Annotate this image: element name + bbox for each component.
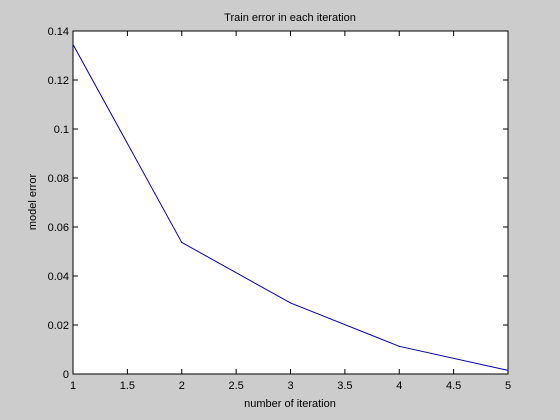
y-tick-label: 0.14 [48,26,69,38]
y-axis-label: model error [27,174,39,231]
y-tick-label: 0 [63,369,69,381]
x-tick-label: 2 [179,380,185,392]
chart-title: Train error in each iteration [224,12,356,24]
y-tick-label: 0.04 [48,271,69,283]
y-tick-label: 0.1 [54,124,69,136]
data-point [289,302,292,304]
data-point [72,43,74,46]
x-tick-label: 3 [287,380,293,392]
data-point [181,241,183,244]
y-tick-label: 0.02 [48,320,69,332]
x-tick-label: 1 [70,380,76,392]
x-tick-label: 4 [396,380,402,392]
x-tick-label: 5 [505,380,511,392]
x-tick-label: 3.5 [337,380,352,392]
x-axis-label: number of iteration [244,398,336,410]
y-tick-label: 0.12 [48,75,69,87]
y-tick-label: 0.08 [48,173,69,185]
y-tick-label: 0.06 [48,222,69,234]
series-group [72,43,509,371]
plot-area [72,30,509,375]
data-point [507,369,509,371]
x-tick-label: 1.5 [120,380,135,392]
axis-ticks [72,30,509,375]
x-tick-label: 4.5 [446,380,461,392]
tick-labels: 1 1.5 2 2.5 3 3.5 4 4.5 5 0 0.02 0.04 0.06 0.08 0.1 0.1… [48,26,511,392]
data-point [398,345,400,347]
x-tick-label: 2.5 [228,380,243,392]
